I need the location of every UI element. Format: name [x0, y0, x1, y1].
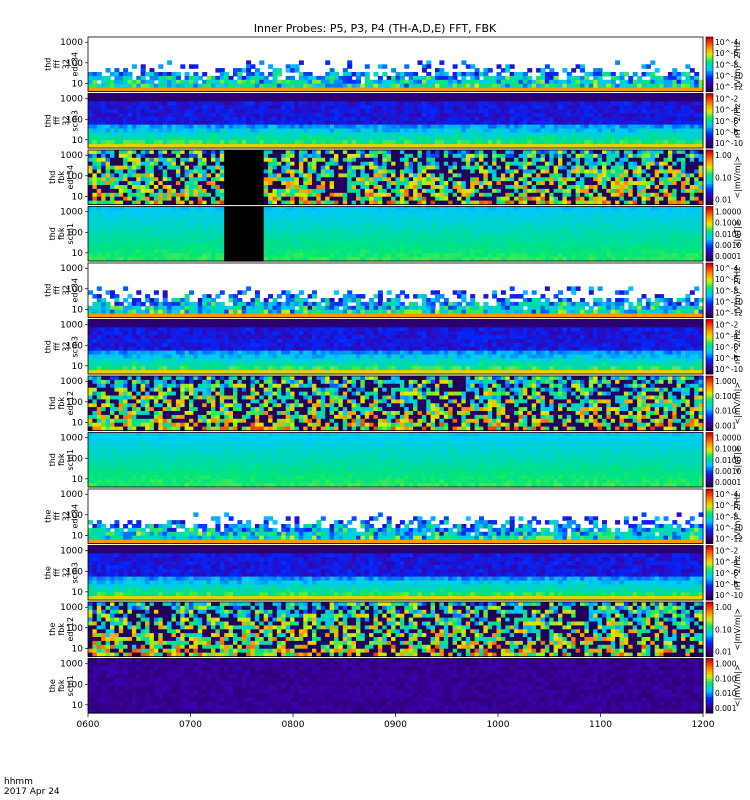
colorbar-tick: 0.01 [715, 196, 732, 205]
x-tick-label: 1200 [692, 720, 715, 730]
colorbar-tick: 10^-2 [715, 95, 739, 104]
colorbar-tick: 0.10 [715, 173, 732, 182]
y-tick-label: 10 [72, 192, 84, 202]
date-label: 2017 Apr 24 [4, 787, 60, 797]
colorbar-unit: nT^2/Hz [733, 329, 742, 364]
time-unit-label: hhmm [4, 777, 33, 787]
x-tick-label: 0600 [77, 720, 100, 730]
colorbar-tick: 10^-2 [715, 547, 739, 556]
panel-label: thdfff32edc34 [44, 52, 80, 77]
panel-label: thdfbkedc12 [48, 391, 75, 416]
colorbar-unit: nT^2/Hz [733, 103, 742, 138]
y-tick-label: 1000 [60, 377, 83, 387]
colorbar-tick: 1.0000 [715, 434, 741, 443]
panel-2: 101001000thdfff32scm310^-210^-410^-610^-… [44, 94, 744, 149]
colorbar-tick: 0.0001 [715, 478, 741, 487]
y-tick-label: 10 [72, 79, 84, 89]
y-tick-label: 10 [72, 136, 84, 146]
y-tick-label: 1000 [60, 321, 83, 331]
colorbar-tick: 10^-10 [715, 139, 743, 148]
colorbar-tick: 10^-2 [715, 321, 739, 330]
y-tick-label: 10 [72, 305, 84, 315]
y-tick-label: 1000 [60, 264, 83, 274]
x-tick-label: 1000 [487, 720, 510, 730]
panel-6: 101001000thdfff32scm310^-210^-410^-610^-… [44, 320, 744, 375]
panel-label: thdfbkscm1 [48, 449, 75, 470]
panel-label: thefff32scm3 [44, 562, 80, 583]
panel-5: 101001000thdfff32edc3410^-410^-610^-810^… [44, 263, 744, 318]
y-tick-label: 1000 [60, 151, 83, 161]
y-tick-label: 10 [72, 701, 84, 711]
colorbar-tick: 10^-10 [715, 591, 743, 600]
colorbar-tick: 1.00 [715, 151, 732, 160]
y-tick-label: 10 [72, 644, 84, 654]
colorbar-unit: <|mV/m|> [733, 156, 742, 199]
y-tick-label: 10 [72, 588, 84, 598]
colorbar-tick: 10^-10 [715, 365, 743, 374]
panel-12: 101001000thefbkscm11.0000.1000.0100.001<… [48, 659, 742, 714]
colorbar-unit: nT^2/Hz [733, 555, 742, 590]
panel-7: 101001000thdfbkedc121.0000.1000.0100.001… [48, 376, 742, 431]
y-tick-label: 1000 [60, 434, 83, 444]
panel-label: thdfbkedc34 [48, 165, 75, 190]
colorbar-unit: (V/m)^2/Hz [733, 267, 742, 314]
colorbar: 1.00 0.10 0.01<|mV/m|> [706, 150, 742, 205]
x-tick-label: 1100 [589, 720, 612, 730]
x-tick-label: 0800 [282, 720, 305, 730]
colorbar-tick: 0.0001 [715, 252, 741, 261]
colorbar-unit: <|mV/m|> [733, 664, 742, 707]
y-tick-label: 1000 [60, 208, 83, 218]
y-tick-label: 1000 [60, 547, 83, 557]
colorbar-unit: (V/m)^2/Hz [733, 493, 742, 540]
y-tick-label: 10 [72, 362, 84, 372]
colorbar-unit: <|nT|> [733, 219, 742, 248]
panel-label: thdfff32edc34 [44, 278, 80, 303]
panel-1: 101001000thdfff32edc3410^-410^-610^-810^… [44, 37, 744, 92]
panel-4: 101001000thdfbkscm11.00000.10000.01000.0… [48, 207, 742, 262]
y-tick-label: 10 [72, 249, 84, 259]
panel-10: 101001000thefff32scm310^-210^-410^-610^-… [44, 546, 744, 601]
colorbar-unit: (V/m)^2/Hz [733, 41, 742, 88]
y-tick-label: 10 [72, 475, 84, 485]
panel-9: 101001000thefff32edc3410^-410^-610^-810^… [44, 489, 744, 544]
colorbar: 1.0000.1000.0100.001<|mV/m|> [706, 376, 742, 431]
colorbar-unit: <|mV/m|> [733, 382, 742, 425]
colorbar-tick: 1.0000 [715, 208, 741, 217]
y-tick-label: 10 [72, 531, 84, 541]
panel-8: 101001000thdfbkscm11.00000.10000.01000.0… [48, 433, 742, 488]
y-tick-label: 10 [72, 418, 84, 428]
y-tick-label: 1000 [60, 603, 83, 613]
panel-label: thefff32edc34 [44, 504, 80, 529]
y-tick-label: 1000 [60, 660, 83, 670]
x-tick-label: 0700 [179, 720, 202, 730]
y-tick-label: 1000 [60, 38, 83, 48]
colorbar: 1.0000.1000.0100.001<|mV/m|> [706, 659, 742, 714]
panel-label: thdfff32scm3 [44, 110, 80, 131]
y-tick-label: 1000 [60, 95, 83, 105]
panel-label: thdfff32scm3 [44, 336, 80, 357]
colorbar-unit: <|mV/m|> [733, 608, 742, 651]
colorbar: 1.00 0.10 0.01<|mV/m|> [706, 602, 742, 657]
y-tick-label: 1000 [60, 490, 83, 500]
colorbar-tick: 1.00 [715, 603, 732, 612]
x-tick-label: 0900 [384, 720, 407, 730]
panel-label: thefbkscm1 [48, 675, 75, 696]
colorbar-unit: <|nT|> [733, 445, 742, 474]
colorbar-tick: 0.01 [715, 648, 732, 657]
colorbar-tick: 0.10 [715, 625, 732, 634]
panel-label: thdfbkscm1 [48, 223, 75, 244]
panel-label: thefbkedc12 [48, 617, 75, 642]
